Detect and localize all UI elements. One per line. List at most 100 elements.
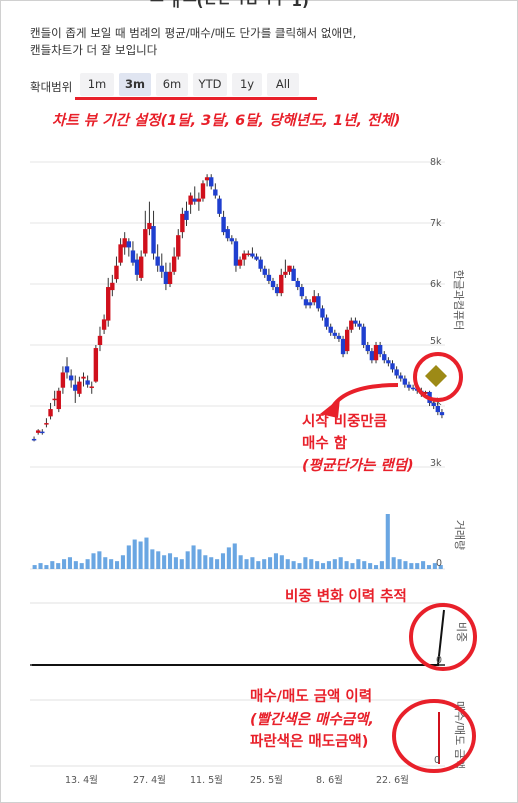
candle-body <box>101 319 107 330</box>
candle-body <box>221 216 226 233</box>
candle-body <box>118 244 123 263</box>
candle <box>167 262 173 288</box>
candle-body <box>73 384 78 391</box>
candle <box>221 210 226 236</box>
volume-bar <box>256 561 261 569</box>
xtick-3: 25. 5월 <box>250 774 283 786</box>
candle <box>357 320 362 330</box>
candle <box>229 235 235 245</box>
volume-bar <box>115 561 120 569</box>
amount-ylabel: 매수/매도 금액 <box>453 701 466 769</box>
volume-bar <box>197 549 202 569</box>
volume-bar <box>120 555 125 569</box>
candle-body <box>439 412 445 416</box>
candle <box>101 314 107 335</box>
candle-body <box>93 348 99 382</box>
candle-body <box>147 223 152 230</box>
candle <box>382 351 387 364</box>
candle <box>114 256 119 283</box>
candle-body <box>155 256 160 266</box>
range-button-1y[interactable]: 1y <box>232 73 262 96</box>
candle-body <box>31 438 37 441</box>
candle <box>250 247 255 259</box>
candles <box>31 174 445 442</box>
candle <box>217 195 222 217</box>
candle <box>180 207 185 239</box>
candle-body <box>386 360 391 364</box>
volume-bar <box>138 541 143 569</box>
candle-body <box>237 259 243 266</box>
annotation-arrow <box>330 383 399 410</box>
candle-body <box>233 241 239 266</box>
range-button-1m[interactable]: 1m <box>80 73 114 96</box>
volume-ytick-0: 0 <box>436 558 442 569</box>
candle <box>147 201 152 236</box>
range-underline <box>75 97 317 100</box>
candle-body <box>312 296 317 303</box>
range-button-6m[interactable]: 6m <box>156 73 188 96</box>
candle <box>151 210 156 260</box>
volume-bar <box>391 557 396 569</box>
candle-body <box>373 345 379 361</box>
ytick-6k: 6k <box>430 279 442 290</box>
candle-body <box>377 345 383 355</box>
weight-line <box>32 609 445 666</box>
range-button-3m[interactable]: 3m <box>119 73 151 96</box>
volume-bar <box>91 553 96 569</box>
candle-body <box>431 402 436 406</box>
volume-bar <box>232 543 237 569</box>
volume-bar <box>103 557 108 569</box>
start-position-marker[interactable] <box>425 365 447 387</box>
candle-body <box>85 380 90 385</box>
volume-bar <box>273 553 278 569</box>
candle-body <box>138 256 144 278</box>
candle <box>155 244 160 272</box>
range-button-ytd[interactable]: YTD <box>193 73 227 96</box>
candle <box>394 366 399 379</box>
description: 캔들이 좁게 보일 때 범례의 평균/매수/매도 단가를 클릭해서 없애면, 캔… <box>30 25 490 59</box>
candle-body <box>52 398 57 401</box>
volume-bar <box>191 545 196 569</box>
volume-bar <box>309 559 314 569</box>
candle-body <box>316 296 321 309</box>
range-button-all[interactable]: All <box>267 73 299 96</box>
volume-bar <box>32 565 37 569</box>
candle <box>386 357 391 367</box>
volume-bar <box>56 563 61 569</box>
volume-bar <box>215 559 220 569</box>
volume-bar <box>326 561 331 569</box>
candle <box>106 277 111 327</box>
candle <box>324 314 329 330</box>
candle-body <box>394 369 399 376</box>
volume-bar <box>321 563 326 569</box>
range-label: 확대범위 <box>30 80 73 94</box>
candle-body <box>151 226 156 254</box>
candle <box>31 436 37 442</box>
volume-bar <box>185 551 190 569</box>
volume-bar <box>250 557 255 569</box>
candle <box>377 341 383 358</box>
volume-bar <box>162 555 167 569</box>
candle <box>213 183 218 199</box>
candle <box>349 317 354 333</box>
volume-bar <box>85 559 90 569</box>
volume-bars <box>32 514 443 569</box>
candle-body <box>402 378 408 385</box>
volume-bar <box>226 547 231 569</box>
candle-body <box>130 250 136 263</box>
candle-body <box>89 386 94 388</box>
candle <box>126 238 132 257</box>
candle <box>35 429 41 435</box>
weight-ylabel: 비중 <box>455 622 468 642</box>
volume-bar <box>126 545 131 569</box>
candle-body <box>398 375 403 379</box>
volume-bar <box>262 559 267 569</box>
volume-bar <box>409 563 414 569</box>
candle <box>56 387 61 413</box>
volume-bar <box>356 559 361 569</box>
candle-body <box>324 317 329 327</box>
candle-body <box>328 326 333 333</box>
start-note-3: (평균단가는 랜덤) <box>302 458 414 474</box>
volume-bar <box>332 559 337 569</box>
volume-bar <box>350 563 355 569</box>
